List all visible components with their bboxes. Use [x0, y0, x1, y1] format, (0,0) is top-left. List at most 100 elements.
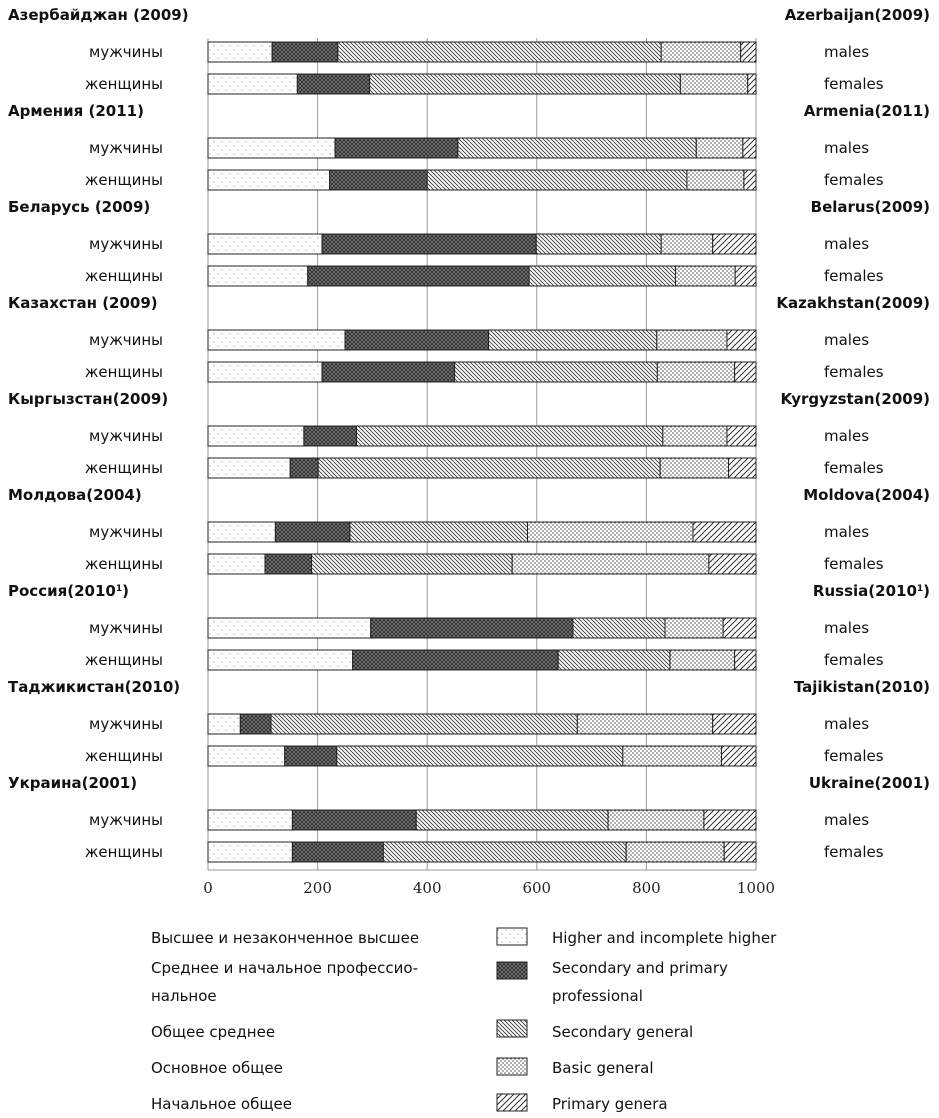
row-label-en: males [824, 43, 869, 61]
bar-segment [264, 553, 313, 575]
bar-segment [457, 137, 697, 159]
row-label-en: males [824, 235, 869, 253]
legend-label-ru: Начальное общее [151, 1095, 292, 1113]
bar-segment [679, 73, 749, 95]
row-label-ru: женщины [85, 651, 163, 669]
row-label-en: females [824, 363, 884, 381]
bar-segment [207, 649, 354, 671]
bar-segment [356, 425, 664, 447]
group-label-ru: Украина(2001) [8, 774, 137, 792]
row-label-en: males [824, 619, 869, 637]
bar-segment [726, 425, 757, 447]
row-label-ru: женщины [85, 171, 163, 189]
row-label-en: males [824, 427, 869, 445]
bar-segment [207, 521, 276, 543]
bar-segment [207, 73, 298, 95]
legend-swatch [496, 1019, 528, 1038]
bar-segment [207, 137, 336, 159]
bar-segment [488, 329, 658, 351]
bar-segment [369, 73, 681, 95]
bar-segment [207, 265, 309, 287]
bar-segment [720, 745, 757, 767]
bar-segment [336, 745, 624, 767]
bar-segment [284, 745, 338, 767]
bar-segment [291, 809, 417, 831]
bar-segment [712, 233, 757, 255]
legend-label-ru: Основное общее [151, 1059, 283, 1077]
bar-segment [207, 745, 286, 767]
legend-label-en: professional [552, 987, 643, 1005]
row-label-ru: женщины [85, 843, 163, 861]
legend-label-en: Secondary general [552, 1023, 693, 1041]
row-label-en: males [824, 139, 869, 157]
bar-segment [660, 41, 742, 63]
bar-segment [734, 361, 757, 383]
group-label-ru: Россия(20101) [8, 582, 129, 600]
legend-label-ru: Высшее и незаконченное высшее [151, 929, 419, 947]
bar-segment [334, 137, 459, 159]
row-label-en: females [824, 747, 884, 765]
bar-segment [207, 425, 305, 447]
bar-segment [708, 553, 757, 575]
bar-segment [415, 809, 609, 831]
bar-segment [656, 329, 728, 351]
bar-segment [686, 169, 745, 191]
row-label-ru: мужчины [89, 331, 163, 349]
row-label-en: females [824, 651, 884, 669]
bar-segment [703, 809, 757, 831]
bar-segment [535, 233, 662, 255]
bar-segment [370, 617, 574, 639]
bar-segment [207, 329, 346, 351]
bar-segment [734, 265, 757, 287]
x-tick-label-800: 800 [632, 879, 661, 897]
row-label-en: females [824, 555, 884, 573]
row-label-ru: мужчины [89, 619, 163, 637]
bar-segment [734, 649, 757, 671]
bar-segment [695, 137, 744, 159]
group-label-en: Ukraine(2001) [809, 774, 930, 792]
legend-label-ru: Среднее и начальное профессио- [151, 959, 418, 977]
legend-swatch [496, 1057, 528, 1076]
bar-segment [660, 233, 714, 255]
bar-segment [742, 137, 757, 159]
bar-segment [329, 169, 428, 191]
row-label-en: males [824, 331, 869, 349]
bar-segment [207, 457, 291, 479]
bar-segment [289, 457, 319, 479]
bar-segment [207, 841, 293, 863]
bar-segment [352, 649, 559, 671]
bar-segment [747, 73, 757, 95]
row-label-ru: женщины [85, 459, 163, 477]
bar-segment [207, 233, 323, 255]
bar-segment [607, 809, 705, 831]
bar-segment [726, 329, 757, 351]
x-tick-label-1000: 1000 [737, 879, 775, 897]
bar-segment [625, 841, 725, 863]
bar-segment [722, 617, 757, 639]
row-labels: Азербайджан (2009) Azerbaijan(2009) мужчин… [8, 6, 930, 861]
row-label-ru: мужчины [89, 43, 163, 61]
bar-segment [344, 329, 490, 351]
bar-segment [274, 521, 351, 543]
group-label-ru: Беларусь (2009) [8, 198, 150, 216]
row-label-ru: мужчины [89, 811, 163, 829]
bar-segment [662, 425, 728, 447]
bar-segment [743, 169, 757, 191]
row-label-en: females [824, 75, 884, 93]
legend-label-en: Higher and incomplete higher [552, 929, 777, 947]
bar-segment [303, 425, 358, 447]
row-label-ru: мужчины [89, 139, 163, 157]
group-label-en: Tajikistan(2010) [794, 678, 930, 696]
bar-segment [674, 265, 736, 287]
bar-segment [311, 553, 513, 575]
bar-segment [349, 521, 528, 543]
bar-segment [572, 617, 666, 639]
bar-segment [382, 841, 627, 863]
x-tick-label-600: 600 [522, 879, 551, 897]
bar-segment [307, 265, 530, 287]
row-label-en: females [824, 843, 884, 861]
x-axis: 0 200 400 600 800 1000 [203, 869, 775, 897]
legend-swatch [496, 1093, 528, 1112]
legend-swatch [496, 927, 528, 946]
